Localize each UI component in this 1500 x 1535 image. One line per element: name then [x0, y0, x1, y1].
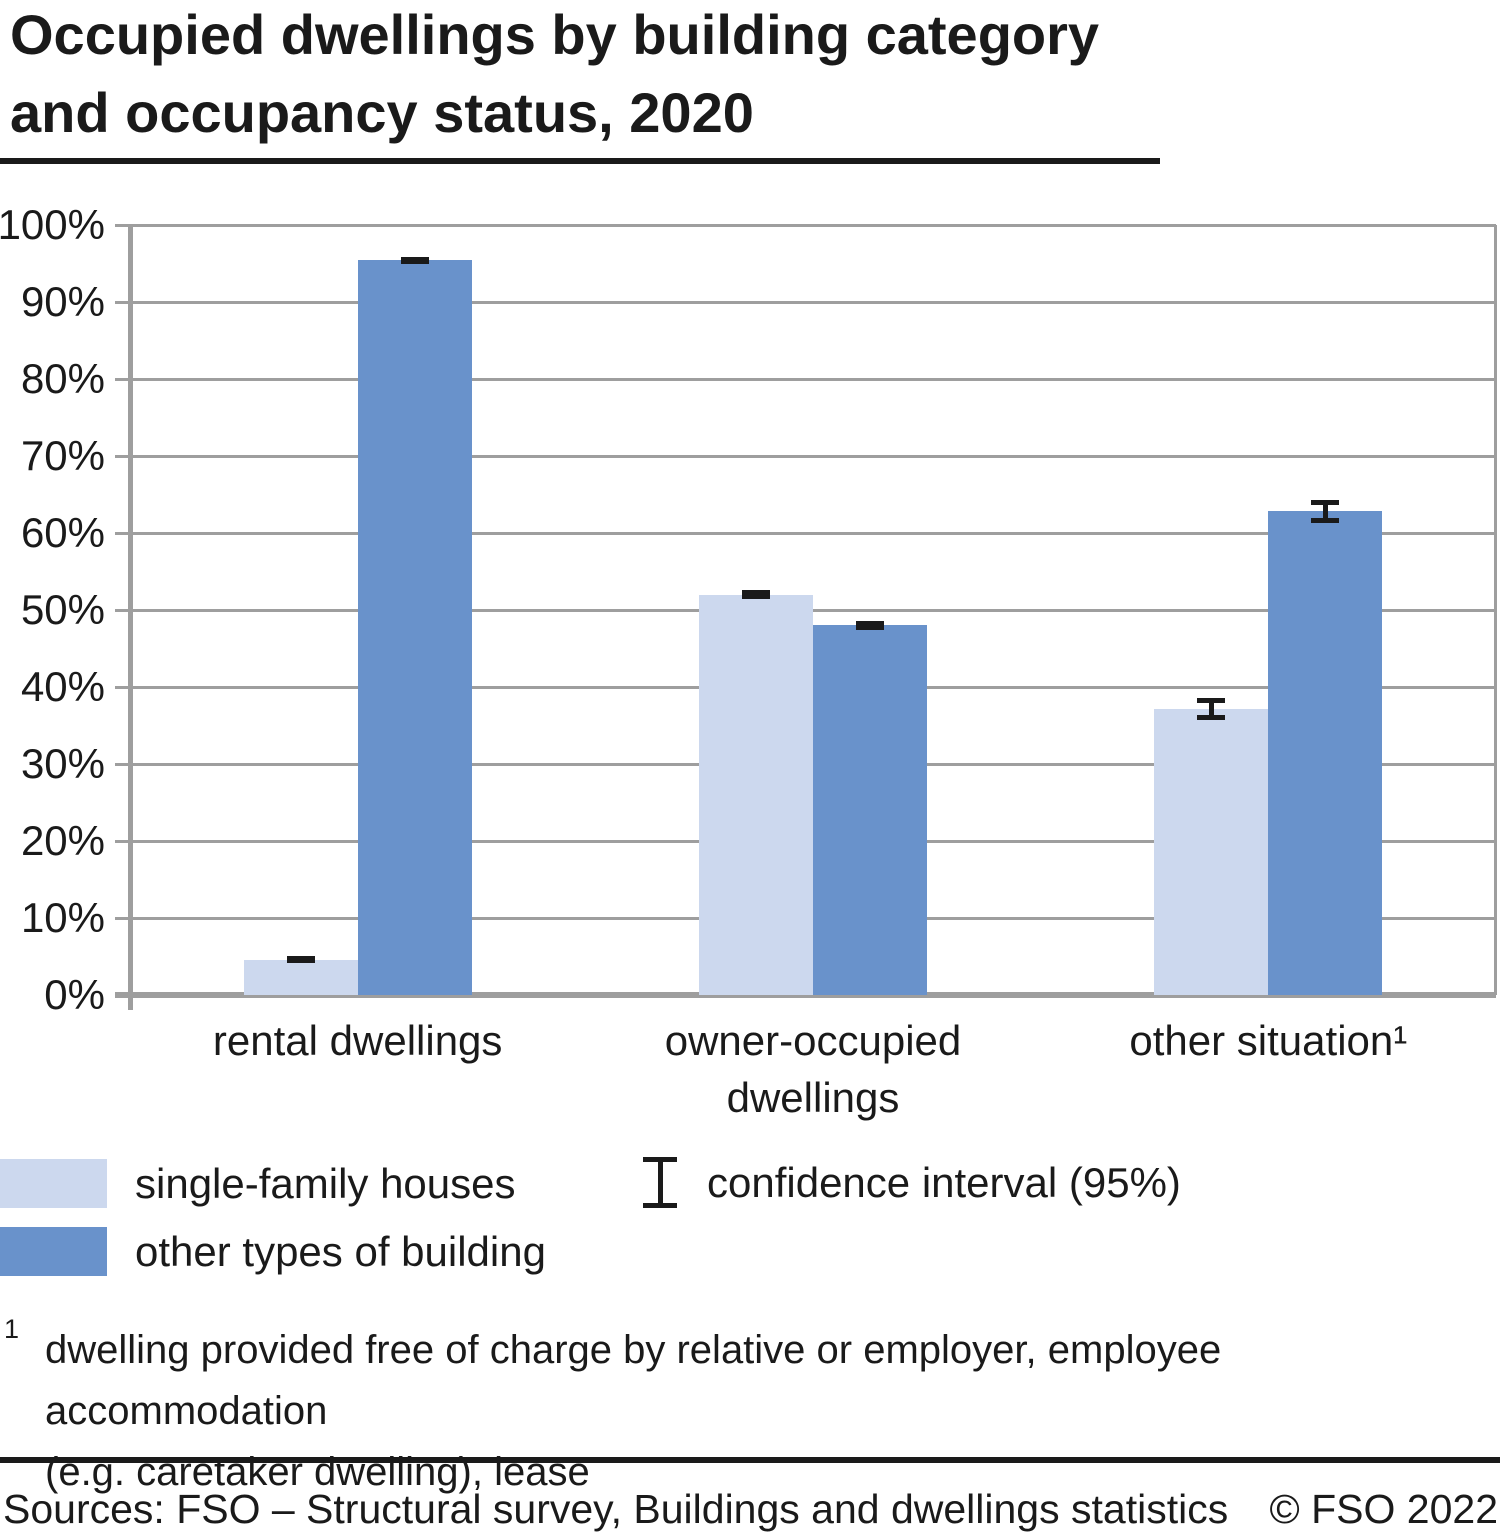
bar-single-family-houses-2 — [699, 594, 813, 995]
bar-single-family-houses-1 — [243, 959, 358, 995]
error-bar-bottom-cap — [1311, 518, 1340, 524]
footnote-marker: 1 — [4, 1314, 20, 1344]
gridline-60% — [115, 531, 1496, 535]
footer-copyright: © FSO 2022 — [1269, 1486, 1498, 1532]
error-bar-bottom-cap — [742, 594, 770, 600]
y-tick-label-0%: 0% — [44, 971, 105, 1018]
ci-icon-stem — [658, 1157, 663, 1208]
gridline-100% — [115, 223, 1496, 227]
category-label-1: rental dwellings — [212, 1017, 503, 1064]
error-bar-top-cap — [1311, 499, 1340, 505]
chart-title: Occupied dwellings by building category … — [10, 3, 1100, 144]
legend-swatch-other-types-of-building — [0, 1227, 107, 1276]
error-bar-top-cap — [742, 589, 770, 595]
y-tick-label-90%: 90% — [20, 278, 105, 325]
category-label-2: owner-occupied dwellings — [664, 1017, 962, 1121]
gridline-90% — [115, 300, 1496, 304]
plot-area: 0% 10% 20% 30% 40% 50% 60% 70% 80% 90% 100% rental … — [0, 201, 1497, 1121]
y-tick-label-100%: 100% — [0, 201, 105, 248]
footnote-text: dwelling provided free of charge by rela… — [45, 1328, 1222, 1494]
x-axis-line — [115, 992, 1496, 998]
y-tick-label-10%: 10% — [20, 894, 105, 941]
bar-other-types-of-building-1 — [357, 260, 472, 995]
legend-label-single-family-houses: single-family houses — [135, 1160, 516, 1207]
y-tick-label-40%: 40% — [20, 663, 105, 710]
footer-sources: Sources: FSO – Structural survey, Buildi… — [3, 1486, 1229, 1532]
gridline-70% — [115, 454, 1496, 458]
legend-label-other-types-of-building: other types of building — [135, 1228, 546, 1275]
bar-single-family-houses-3 — [1154, 708, 1269, 995]
category-label-3: other situation¹ — [1129, 1017, 1408, 1064]
title-rule — [0, 158, 1160, 164]
y-tick-label-30%: 30% — [20, 740, 105, 787]
y-tick-label-80%: 80% — [20, 355, 105, 402]
gridline-80% — [115, 377, 1496, 381]
ci-icon-bottom-cap — [643, 1203, 677, 1208]
y-tick-label-20%: 20% — [20, 817, 105, 864]
bar-other-types-of-building-2 — [813, 625, 927, 995]
error-bar-top-cap — [856, 620, 884, 626]
y-tick-label-50%: 50% — [20, 586, 105, 633]
error-bar-stem — [1208, 700, 1214, 718]
error-bar-bottom-cap — [400, 258, 429, 264]
y-tick-label-60%: 60% — [20, 509, 105, 556]
error-bar-bottom-cap — [286, 957, 315, 963]
legend-swatch-single-family-houses — [0, 1159, 107, 1208]
legend-label-confidence-interval: confidence interval (95%) — [707, 1159, 1181, 1206]
y-tick-label-70%: 70% — [20, 432, 105, 479]
y-axis-line — [128, 225, 133, 1010]
error-bar-stem — [1322, 502, 1328, 521]
confidence-interval-icon — [643, 1157, 677, 1208]
error-bar-bottom-cap — [856, 625, 884, 631]
bar-other-types-of-building-3 — [1268, 511, 1383, 995]
footer-rule — [0, 1457, 1500, 1463]
error-bar-bottom-cap — [1197, 714, 1226, 720]
error-bar-top-cap — [1197, 697, 1226, 703]
